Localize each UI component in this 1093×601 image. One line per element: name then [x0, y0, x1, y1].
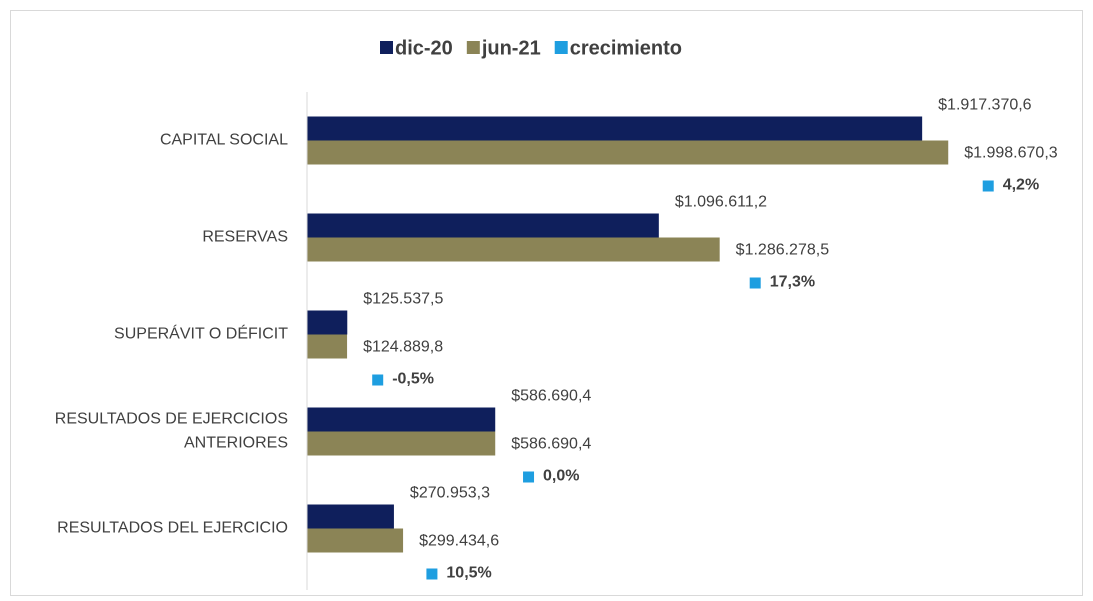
bar [307, 140, 949, 165]
growth-marker [426, 568, 438, 580]
data-label: $1.096.611,2 [675, 194, 767, 211]
growth-marker [372, 374, 384, 386]
data-label: $1.998.670,3 [964, 145, 1058, 162]
data-label: $270.953,3 [410, 485, 490, 502]
bar [307, 310, 348, 335]
y-tick-label: CAPITAL SOCIAL [160, 132, 288, 149]
bar [307, 431, 496, 456]
y-tick-label: RESULTADOS DEL EJERCICIO [57, 520, 288, 537]
y-tick-label: SUPERÁVIT O DÉFICIT [114, 324, 288, 343]
growth-label: -0,5% [392, 371, 434, 388]
growth-label: 0,0% [543, 468, 579, 485]
growth-marker [523, 471, 535, 483]
bar [307, 504, 394, 529]
bar [307, 116, 923, 141]
growth-marker [749, 277, 761, 289]
bar [307, 407, 496, 432]
data-label: $124.889,8 [363, 339, 443, 356]
chart-border [10, 10, 1083, 596]
bar [307, 213, 659, 238]
data-label: $1.286.278,5 [736, 242, 830, 259]
data-label: $1.917.370,6 [938, 97, 1032, 114]
legend-label: dic-20 [395, 37, 453, 59]
bar [307, 528, 404, 553]
legend-swatch [554, 41, 568, 54]
data-label: $586.690,4 [511, 436, 591, 453]
legend-label: jun-21 [481, 37, 541, 59]
y-tick-label: RESERVAS [202, 229, 288, 246]
growth-label: 17,3% [770, 274, 815, 291]
growth-marker [982, 180, 994, 192]
growth-label: 10,5% [446, 565, 491, 582]
bar [307, 334, 348, 359]
growth-label: 4,2% [1003, 177, 1039, 194]
bar [307, 237, 720, 262]
data-label: $125.537,5 [363, 291, 443, 308]
legend-swatch [466, 41, 480, 54]
legend-swatch [380, 41, 393, 54]
data-label: $586.690,4 [511, 388, 591, 405]
legend-label: crecimiento [570, 37, 682, 59]
data-label: $299.434,6 [419, 533, 499, 550]
y-tick-label: RESULTADOS DE EJERCICIOS ANTERIORES [55, 411, 288, 452]
